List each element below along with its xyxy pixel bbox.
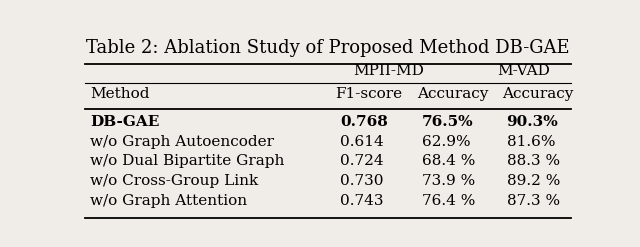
Text: w/o Dual Bipartite Graph: w/o Dual Bipartite Graph bbox=[90, 154, 284, 168]
Text: Accuracy: Accuracy bbox=[502, 87, 573, 101]
Text: Method: Method bbox=[90, 87, 149, 101]
Text: w/o Graph Autoencoder: w/o Graph Autoencoder bbox=[90, 135, 274, 149]
Text: w/o Cross-Group Link: w/o Cross-Group Link bbox=[90, 174, 258, 188]
Text: M-VAD: M-VAD bbox=[497, 64, 550, 79]
Text: 88.3 %: 88.3 % bbox=[507, 154, 560, 168]
Text: Table 2: Ablation Study of Proposed Method DB-GAE: Table 2: Ablation Study of Proposed Meth… bbox=[86, 39, 570, 57]
Text: 0.743: 0.743 bbox=[340, 194, 384, 207]
Text: 0.768: 0.768 bbox=[340, 115, 388, 129]
Text: 89.2 %: 89.2 % bbox=[507, 174, 560, 188]
Text: MPII-MD: MPII-MD bbox=[353, 64, 424, 79]
Text: 90.3%: 90.3% bbox=[507, 115, 558, 129]
Text: 76.5%: 76.5% bbox=[422, 115, 474, 129]
Text: 0.730: 0.730 bbox=[340, 174, 384, 188]
Text: 62.9%: 62.9% bbox=[422, 135, 471, 149]
Text: DB-GAE: DB-GAE bbox=[90, 115, 159, 129]
Text: w/o Graph Attention: w/o Graph Attention bbox=[90, 194, 247, 207]
Text: 0.724: 0.724 bbox=[340, 154, 384, 168]
Text: 68.4 %: 68.4 % bbox=[422, 154, 476, 168]
Text: Accuracy: Accuracy bbox=[417, 87, 489, 101]
Text: 73.9 %: 73.9 % bbox=[422, 174, 476, 188]
Text: 0.614: 0.614 bbox=[340, 135, 384, 149]
Text: F1-score: F1-score bbox=[335, 87, 403, 101]
Text: 76.4 %: 76.4 % bbox=[422, 194, 476, 207]
Text: 81.6%: 81.6% bbox=[507, 135, 555, 149]
Text: 87.3 %: 87.3 % bbox=[507, 194, 560, 207]
